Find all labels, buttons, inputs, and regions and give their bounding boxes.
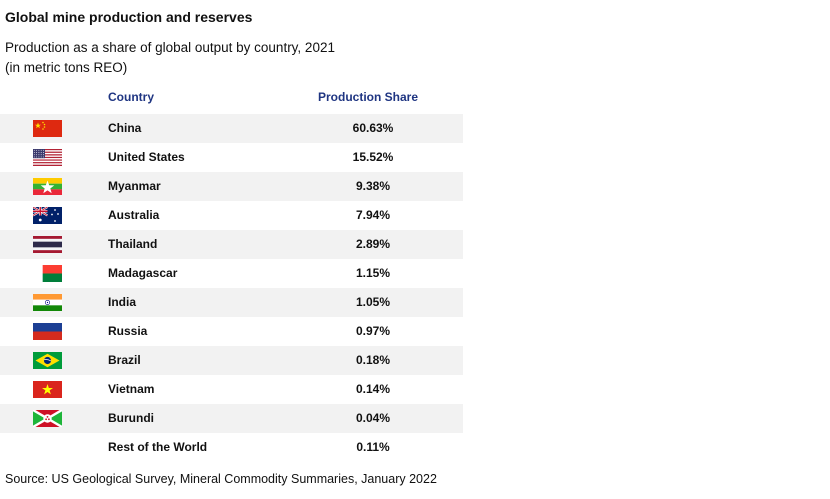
source-note: Source: US Geological Survey, Mineral Co… [5,472,437,486]
country-name: Madagascar [108,266,178,280]
table-row-china: China 60.63% [0,114,463,143]
production-share-value: 7.94% [355,208,391,222]
column-header-production-share: Production Share [318,90,419,104]
table-row-thailand: Thailand 2.89% [0,230,463,259]
vietnam-flag-icon [33,381,62,398]
table-body: China 60.63% United States 15.52% Myanmar 9.3… [0,114,463,462]
subtitle-line-2: (in metric tons REO) [5,60,128,75]
australia-flag-icon [33,207,62,224]
column-header-country: Country [108,90,154,104]
russia-flag-icon [33,323,62,340]
table-row-brazil: Brazil 0.18% [0,346,463,375]
myanmar-flag-icon [33,178,62,195]
chart-subtitle: Production as a share of global output b… [5,38,335,78]
country-name: Rest of the World [108,440,208,454]
production-share-value: 0.97% [355,324,391,338]
production-share-value: 1.15% [355,266,391,280]
production-share-value: 0.14% [355,382,391,396]
chart-title: Global mine production and reserves [5,9,253,25]
table-row-madagascar: Madagascar 1.15% [0,259,463,288]
table-header: Country Production Share [0,87,463,109]
table-row-rest-of-the-world: Rest of the World 0.11% [0,433,463,462]
table-row-india: India 1.05% [0,288,463,317]
table-row-vietnam: Vietnam 0.14% [0,375,463,404]
country-name: Burundi [108,411,154,425]
madagascar-flag-icon [33,265,62,282]
table-row-united-states: United States 15.52% [0,143,463,172]
table-row-burundi: Burundi 0.04% [0,404,463,433]
country-name: Brazil [108,353,141,367]
production-share-value: 0.18% [355,353,391,367]
production-share-value: 0.04% [355,411,391,425]
table-row-russia: Russia 0.97% [0,317,463,346]
production-share-value: 9.38% [355,179,391,193]
production-share-value: 2.89% [355,237,391,251]
subtitle-line-1: Production as a share of global output b… [5,40,335,55]
country-name: Myanmar [108,179,161,193]
india-flag-icon [33,294,62,311]
production-share-value: 0.11% [356,440,390,454]
country-name: Russia [108,324,148,338]
table-row-australia: Australia 7.94% [0,201,463,230]
thailand-flag-icon [33,236,62,253]
china-flag-icon [33,120,62,137]
country-name: China [108,121,142,135]
country-name: Thailand [108,237,158,251]
production-share-value: 15.52% [352,150,394,164]
production-share-value: 60.63% [352,121,394,135]
table-row-myanmar: Myanmar 9.38% [0,172,463,201]
country-name: Australia [108,208,160,222]
usa-flag-icon [33,149,62,166]
production-share-value: 1.05% [355,295,391,309]
country-name: India [108,295,137,309]
country-name: Vietnam [108,382,155,396]
burundi-flag-icon [33,410,62,427]
country-name: United States [108,150,185,164]
brazil-flag-icon [33,352,62,369]
